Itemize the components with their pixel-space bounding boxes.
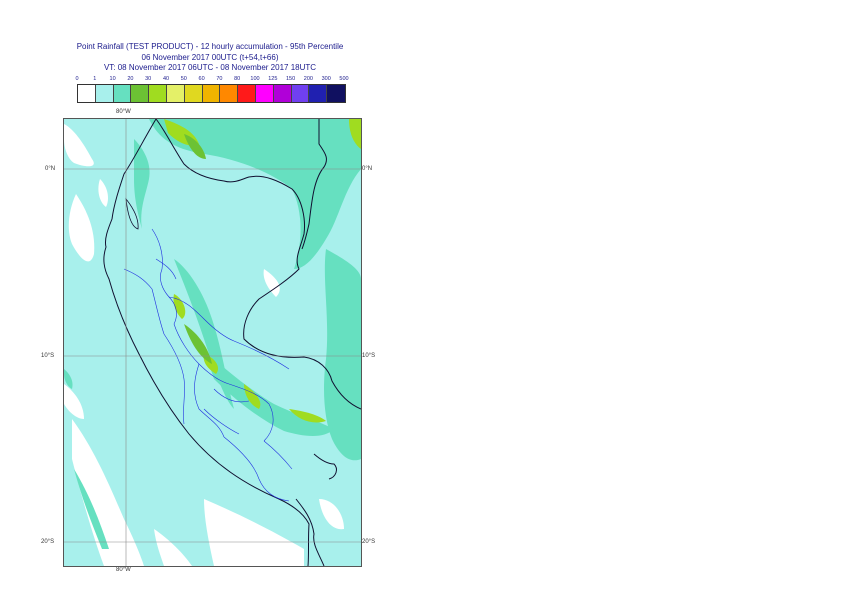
legend-tick-label: 10	[109, 76, 116, 82]
legend-tick-label: 100	[250, 76, 260, 82]
country-borders	[103, 119, 361, 566]
validity-time: VT: 08 November 2017 06UTC - 08 November…	[103, 63, 317, 72]
moderate-rain-areas	[64, 119, 361, 549]
legend-swatch	[238, 85, 256, 102]
legend-swatch	[149, 85, 167, 102]
legend-tick-label: 150	[286, 76, 296, 82]
legend-tick-label: 300	[321, 76, 331, 82]
legend-swatch	[95, 85, 114, 102]
run-time: 06 November 2017 00UTC (t+54,t+66)	[141, 52, 279, 62]
legend-tick-label: 30	[145, 76, 152, 82]
legend-tick-label: 20	[127, 76, 134, 82]
legend-tick-label: 70	[216, 76, 223, 82]
legend-swatch	[255, 85, 274, 102]
legend-tick-label: 60	[198, 76, 205, 82]
legend-swatch	[273, 85, 292, 102]
graticule	[64, 119, 361, 566]
lon-label-top: 80°W	[116, 109, 131, 115]
product-title: Point Rainfall (TEST PRODUCT) - 12 hourl…	[76, 42, 344, 51]
legend-swatch	[202, 85, 221, 102]
legend-swatch	[291, 85, 310, 102]
lat-label-0-right: 0°N	[362, 166, 373, 172]
legend-tick-label: 1	[93, 76, 97, 82]
color-legend-bar	[77, 84, 346, 103]
legend-swatch	[220, 85, 239, 102]
lon-label-bottom: 80°W	[116, 567, 131, 573]
legend-tick-label: 500	[339, 76, 349, 82]
legend-tick-label: 80	[234, 76, 241, 82]
legend-tick-label: 200	[303, 76, 313, 82]
legend-swatch	[78, 85, 96, 102]
legend-tick-label: 50	[180, 76, 187, 82]
lat-label-10-left: 10°S	[41, 353, 55, 359]
legend-swatch	[327, 85, 345, 102]
map-canvas	[64, 119, 361, 566]
heavy-rain-cells	[164, 119, 361, 423]
legend-swatch	[131, 85, 150, 102]
regional-borders	[123, 228, 293, 502]
legend-tick-labels: 0 1 10 20 30 40 50 60 70 80 100 125 150 200 300 500	[0, 76, 842, 86]
legend-tick-label: 125	[268, 76, 278, 82]
lat-label-0-left: 0°N	[45, 166, 56, 172]
legend-swatch	[113, 85, 132, 102]
legend-swatch	[184, 85, 203, 102]
legend-swatch	[309, 85, 328, 102]
lat-label-20-right: 20°S	[362, 539, 376, 545]
lat-label-10-right: 10°S	[362, 353, 376, 359]
legend-tick-label: 0	[75, 76, 79, 82]
rainfall-map	[63, 118, 362, 567]
lat-label-20-left: 20°S	[41, 539, 55, 545]
legend-tick-label: 40	[162, 76, 170, 82]
legend-swatch	[166, 85, 185, 102]
map-title-block: Point Rainfall (TEST PRODUCT) - 12 hourl…	[40, 42, 380, 74]
